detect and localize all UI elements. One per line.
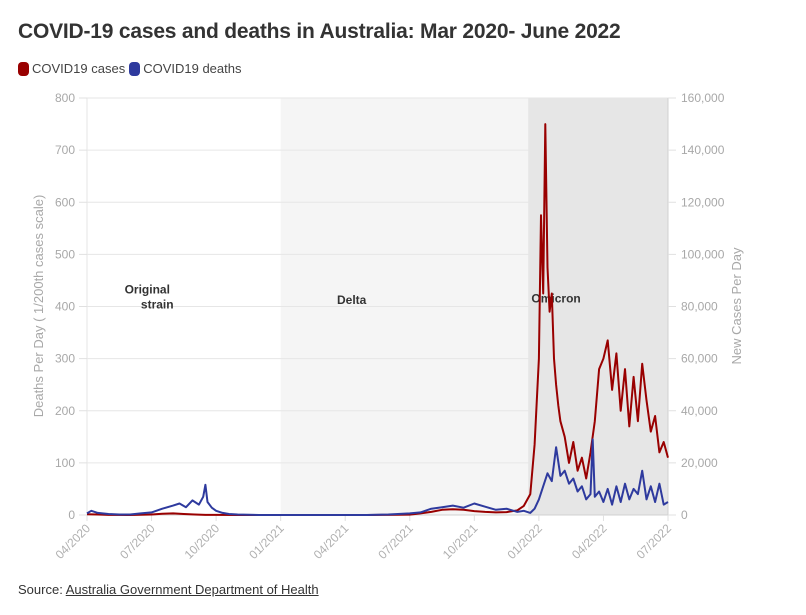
chart-svg: 0 100 200 300 400 500 600 700 800 0 20,000 40,000 6… [31, 91, 744, 562]
x-tick-label: 01/2021 [246, 521, 287, 562]
y-right-tick-label: 40,000 [681, 404, 718, 418]
y-right-tick-label: 120,000 [681, 195, 725, 209]
source-link[interactable]: Australia Government Department of Healt… [65, 582, 319, 597]
legend-item-cases[interactable]: COVID19 cases [18, 61, 125, 76]
y-left-tick-label: 300 [55, 352, 75, 366]
y-left-tick-label: 700 [55, 143, 75, 157]
y-left-tick-label: 100 [55, 456, 75, 470]
series-line-covid19-deaths [86, 438, 669, 516]
annotation-original-line2: strain [141, 297, 174, 311]
y-right-tick-label: 80,000 [681, 300, 718, 314]
x-tick-label: 07/2021 [375, 521, 416, 562]
y-right-tick-label: 20,000 [681, 456, 718, 470]
x-tick-label: 10/2021 [440, 521, 481, 562]
y-left-tick-label: 200 [55, 404, 75, 418]
x-tick-label: 10/2020 [182, 521, 223, 562]
y-left-tick-label: 500 [55, 247, 75, 261]
y-axis-right-label: New Cases Per Day [729, 247, 744, 365]
legend-label-cases: COVID19 cases [32, 61, 126, 76]
y-axis-left-label: Deaths Per Day ( 1/200th cases scale) [31, 195, 46, 418]
legend-swatch-deaths [129, 61, 141, 76]
annotation-omicron: Omicron [531, 291, 580, 305]
legend-swatch-cases [18, 61, 29, 76]
source-prefix: Source: [18, 582, 66, 597]
x-tick-label: 01/2022 [504, 521, 545, 562]
legend-label-deaths: COVID19 deaths [143, 61, 242, 76]
x-tick-label: 04/2020 [53, 521, 94, 562]
x-tick-label: 04/2022 [569, 521, 610, 562]
y-right-tick-label: 0 [681, 508, 688, 522]
legend-item-deaths[interactable]: COVID19 deaths [129, 61, 241, 76]
y-right-tick-label: 60,000 [681, 352, 718, 366]
y-right-tick-label: 140,000 [681, 143, 725, 157]
x-tick-label: 04/2021 [311, 521, 352, 562]
y-right-tick-label: 100,000 [681, 247, 725, 261]
chart-legend: COVID19 cases COVID19 deaths [18, 61, 245, 76]
chart-title: COVID-19 cases and deaths in Australia: … [18, 20, 621, 43]
x-tick-label: 07/2020 [117, 521, 158, 562]
annotation-original-line1: Original [125, 282, 170, 296]
x-tick-label: 07/2022 [634, 521, 675, 562]
y-left-tick-label: 400 [55, 300, 75, 314]
y-left-tick-label: 600 [55, 195, 75, 209]
source-note: Source: Australia Government Department … [18, 582, 319, 597]
y-right-tick-label: 160,000 [681, 91, 725, 105]
annotation-delta: Delta [337, 293, 367, 307]
y-left-tick-label: 800 [55, 91, 75, 105]
y-left-tick-label: 0 [68, 508, 75, 522]
